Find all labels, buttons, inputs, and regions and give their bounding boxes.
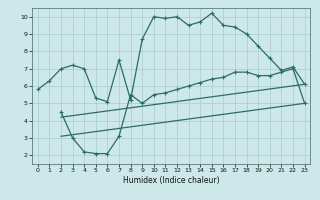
X-axis label: Humidex (Indice chaleur): Humidex (Indice chaleur) [123, 176, 220, 185]
